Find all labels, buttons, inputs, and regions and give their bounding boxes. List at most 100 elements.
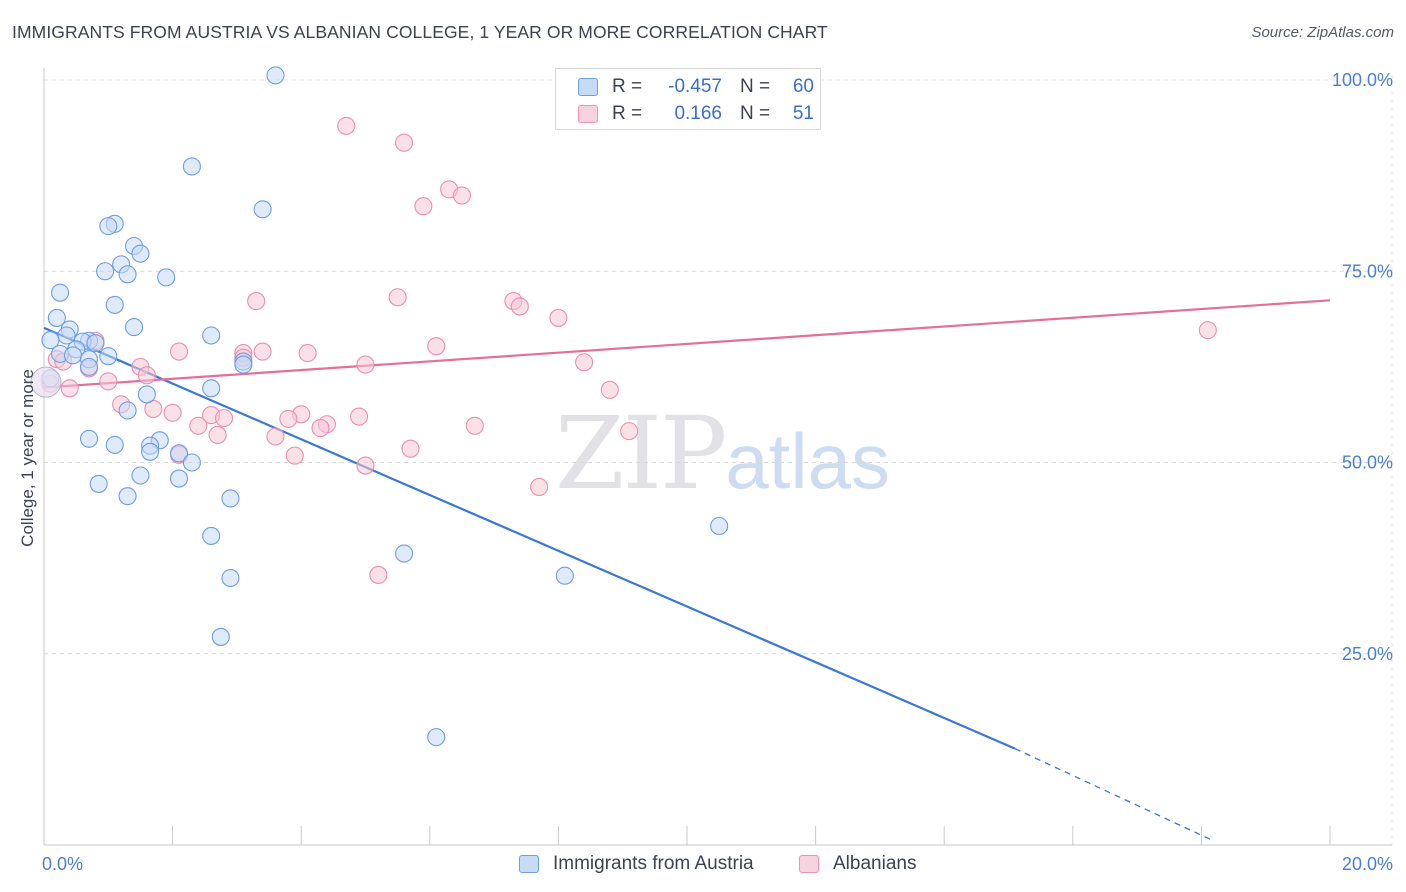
y-tick-label: 100.0% — [1332, 70, 1393, 90]
y-tick-label: 75.0% — [1342, 261, 1393, 281]
grid — [44, 75, 1393, 845]
point-albanians — [356, 355, 375, 374]
point-austria — [182, 453, 201, 472]
point-albanians — [337, 116, 356, 135]
legend-r-label: R = — [612, 76, 643, 97]
x-tick-label: 20.0% — [1342, 854, 1393, 874]
point-albanians — [253, 342, 272, 361]
trend-lines — [43, 299, 1331, 842]
point-albanians — [266, 427, 285, 446]
legend-swatch-austria — [578, 78, 598, 96]
point-austria — [202, 326, 221, 345]
point-albanians — [137, 366, 156, 385]
axes — [43, 68, 1392, 846]
point-albanians — [465, 416, 484, 435]
point-albanians — [60, 379, 79, 398]
watermark-zip: ZIP — [555, 395, 727, 512]
point-austria — [79, 429, 99, 448]
point-albanians — [214, 409, 234, 428]
point-austria — [221, 568, 240, 588]
point-austria — [182, 157, 201, 176]
point-albanians — [549, 308, 568, 327]
point-austria — [86, 334, 105, 353]
point-austria — [63, 346, 82, 365]
watermark-atlas: atlas — [725, 417, 891, 505]
point-austria — [47, 308, 66, 327]
legend-r-value: 0.166 — [674, 103, 722, 124]
point-austria — [555, 566, 574, 585]
data-points — [30, 66, 1217, 747]
point-albanians — [163, 403, 182, 422]
point-albanians — [388, 288, 407, 307]
trend-line-austria-extension — [1014, 748, 1215, 842]
point-austria — [99, 347, 118, 366]
point-albanians — [169, 342, 189, 361]
point-albanians — [414, 197, 433, 216]
point-austria — [99, 217, 118, 236]
point-albanians — [311, 419, 330, 438]
point-albanians — [427, 337, 446, 356]
point-austria — [41, 331, 60, 350]
point-austria — [266, 66, 285, 85]
bottom-legend-label-albanians: Albanians — [833, 853, 917, 874]
legend-n-value: 60 — [792, 76, 814, 97]
y-tick-label: 50.0% — [1342, 453, 1393, 473]
point-albanians — [298, 344, 317, 363]
point-albanians — [279, 409, 298, 428]
point-austria — [202, 379, 221, 398]
point-overlap — [30, 366, 62, 398]
point-austria — [202, 526, 221, 545]
x-tick-label: 0.0% — [42, 854, 83, 874]
point-albanians — [395, 133, 414, 152]
legend-n-label: N = — [740, 76, 771, 97]
point-austria — [253, 200, 272, 219]
bottom-legend-swatch-albanians — [799, 855, 819, 873]
point-austria — [131, 466, 150, 485]
bottom-legend-label-austria: Immigrants from Austria — [553, 853, 754, 874]
point-albanians — [1198, 321, 1217, 340]
point-austria — [124, 318, 144, 337]
point-austria — [141, 442, 160, 461]
trend-line-austria — [43, 326, 1016, 750]
point-albanians — [356, 456, 375, 475]
point-austria — [710, 516, 729, 536]
point-albanians — [99, 372, 118, 391]
legend-r-label: R = — [612, 103, 643, 124]
point-austria — [211, 627, 230, 646]
point-albanians — [452, 186, 472, 205]
point-austria — [79, 357, 99, 376]
point-austria — [89, 474, 108, 493]
point-albanians — [189, 416, 208, 435]
point-austria — [221, 489, 240, 508]
point-albanians — [208, 425, 227, 445]
point-austria — [427, 728, 446, 747]
point-albanians — [510, 297, 529, 316]
point-albanians — [575, 353, 594, 372]
point-austria — [169, 469, 189, 488]
point-austria — [157, 268, 176, 287]
y-tick-label: 25.0% — [1342, 644, 1393, 664]
point-austria — [395, 544, 414, 563]
point-austria — [118, 487, 137, 506]
point-albanians — [369, 565, 388, 585]
point-austria — [169, 444, 189, 463]
point-albanians — [285, 446, 304, 465]
point-albanians — [247, 292, 266, 311]
tick-labels: 25.0% 50.0% 75.0% 100.0% 0.0% 20.0% — [42, 70, 1393, 874]
point-austria — [51, 283, 70, 302]
legend-swatch-albanians — [578, 105, 598, 123]
bottom-legend-swatch-austria — [519, 855, 539, 873]
point-austria — [131, 244, 150, 263]
correlation-legend: R = -0.457 N = 60 R = 0.166 N = 51 — [555, 68, 821, 130]
legend-n-label: N = — [740, 103, 771, 124]
bottom-legend-albanians: Albanians — [799, 852, 916, 876]
point-austria — [234, 355, 253, 374]
point-albanians — [620, 422, 639, 441]
legend-row-albanians: R = 0.166 N = 51 — [578, 103, 814, 125]
y-axis-label: College, 1 year or more — [18, 369, 37, 547]
point-austria — [118, 401, 137, 420]
source-label: Source: ZipAtlas.com — [1251, 24, 1394, 41]
point-albanians — [350, 407, 369, 426]
point-austria — [137, 385, 156, 404]
